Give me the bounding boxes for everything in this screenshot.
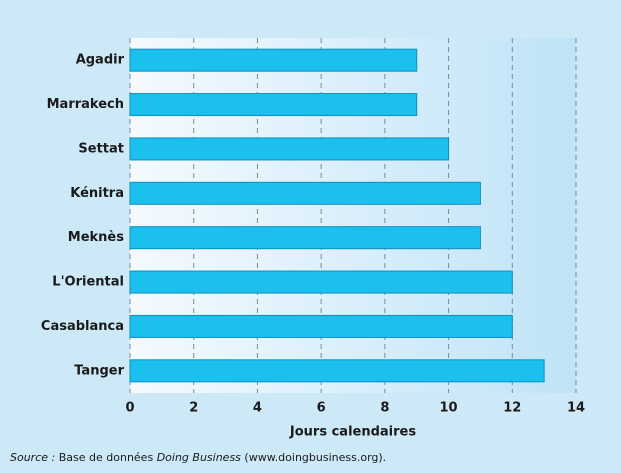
x-tick-label: 0 [125, 401, 134, 416]
bar [129, 48, 418, 72]
y-tick-label: Agadir [76, 53, 125, 68]
y-tick-label: Meknès [68, 230, 124, 245]
x-axis-label: Jours calendaires [289, 425, 416, 440]
bar [129, 93, 418, 117]
bar [129, 137, 450, 161]
x-tick-label: 12 [503, 401, 521, 416]
x-tick-label: 10 [440, 401, 458, 416]
bar [129, 181, 481, 205]
source: Source : Base de données Doing Business … [10, 451, 386, 464]
bar [129, 314, 513, 338]
x-tick-label: 14 [567, 401, 585, 416]
bar [129, 270, 513, 294]
source-part: Doing Business [157, 451, 241, 464]
bar [129, 226, 481, 250]
source-part: Source : [10, 451, 55, 464]
source-part: (www.doingbusiness.org). [241, 451, 386, 464]
y-tick-label: Settat [78, 141, 124, 156]
y-tick-label: Kénitra [70, 186, 124, 201]
plot-area [130, 38, 576, 393]
x-tick-label: 4 [253, 401, 262, 416]
y-tick-label: Tanger [74, 363, 124, 378]
y-tick-label: Marrakech [47, 97, 124, 112]
bar [129, 359, 545, 383]
x-tick-label: 6 [317, 401, 326, 416]
x-tick-label: 2 [189, 401, 198, 416]
y-tick-label: L'Oriental [52, 275, 124, 290]
x-tick-label: 8 [380, 401, 389, 416]
source-part: Base de données [55, 451, 156, 464]
y-tick-label: Casablanca [41, 319, 124, 334]
